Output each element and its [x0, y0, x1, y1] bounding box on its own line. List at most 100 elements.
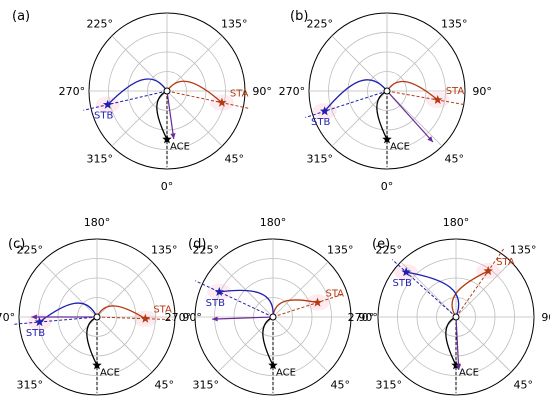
angle-label: 135° [327, 244, 354, 257]
angle-label: 225° [86, 18, 113, 31]
angle-label: 315° [375, 378, 402, 391]
sta-field-line [96, 305, 146, 320]
sta-field-line [451, 270, 489, 318]
stb-label: STB [26, 328, 45, 339]
ace-star-marker [268, 360, 278, 370]
grid-spoke [400, 261, 457, 318]
ace-star-marker [382, 134, 392, 144]
angle-label: 45° [331, 378, 351, 391]
grid-spoke [96, 316, 153, 373]
stb-label: STB [311, 117, 330, 128]
sta-label: STA [230, 89, 249, 100]
angle-label: 315° [192, 378, 219, 391]
angle-label: 135° [151, 244, 178, 257]
ace-star-marker [162, 134, 172, 144]
angle-label: 90° [472, 85, 492, 98]
sta-star-marker [217, 97, 227, 107]
stb-radial-line [12, 316, 98, 325]
direction-arrow-shaft [386, 90, 434, 143]
ace-label: ACE [459, 367, 479, 378]
angle-label: 45° [514, 378, 534, 391]
angle-label: 225° [375, 244, 402, 257]
angle-label: 180° [443, 216, 470, 229]
ace-label: ACE [276, 367, 296, 378]
ace-label: ACE [100, 367, 120, 378]
grid-spoke [166, 90, 223, 147]
angle-label: 315° [86, 152, 113, 165]
direction-arrow-head [170, 133, 176, 139]
sta-field-line [272, 299, 318, 318]
sta-radial-line [272, 293, 344, 318]
stb-field-line [405, 271, 460, 318]
angle-label: 45° [225, 152, 245, 165]
direction-arrow-head [212, 316, 218, 322]
stb-label: STB [392, 278, 411, 289]
grid-spoke [166, 35, 223, 92]
angle-label: 270° [348, 311, 375, 324]
sta-radial-line [455, 248, 505, 318]
stb-field-line [219, 289, 274, 318]
grid-spoke [217, 261, 274, 318]
panel-label: (e) [372, 237, 390, 252]
angle-label: 270° [0, 311, 15, 324]
stb-radial-line [83, 90, 168, 111]
stb-radial-line [305, 90, 388, 118]
direction-arrow-shaft [455, 316, 460, 370]
angle-label: 90° [182, 311, 202, 324]
angle-label: 180° [154, 0, 181, 3]
grid-spoke [386, 90, 443, 147]
angle-label: 45° [445, 152, 465, 165]
sta-radial-line [96, 316, 173, 321]
angle-label: 270° [59, 85, 86, 98]
sta-radial-line [386, 90, 465, 106]
ace-field-line [376, 90, 388, 140]
grid-spoke [386, 35, 443, 92]
angle-label: 135° [510, 244, 537, 257]
polar-panel-1: 180° 135° 90° 45° 0° 315° 270° 225° STA STB ACE (a) [12, 0, 272, 193]
sta-star-marker [432, 94, 443, 104]
stb-label: STB [206, 298, 225, 309]
angle-label: 180° [84, 216, 111, 229]
angle-label: 45° [155, 378, 175, 391]
polar-panel-2: 180° 135° 90° 45° 0° 315° 270° 225° STA STB ACE (b) [279, 0, 492, 193]
grid-spoke [455, 261, 512, 318]
angle-label: 270° [279, 85, 306, 98]
angle-label: 90° [358, 311, 378, 324]
ace-field-line [86, 316, 98, 366]
sta-radial-line [166, 90, 249, 109]
ace-label: ACE [170, 141, 190, 152]
grid-spoke [41, 261, 98, 318]
stb-star-marker [401, 267, 411, 277]
ace-star-marker [92, 360, 102, 370]
angle-label: 225° [16, 244, 43, 257]
grid-spoke [272, 316, 329, 373]
ace-field-line [156, 90, 168, 140]
direction-arrow-head [427, 136, 433, 143]
ace-label: ACE [390, 141, 410, 152]
angle-label: 0° [161, 180, 174, 193]
direction-arrow-head [31, 314, 37, 320]
sta-field-line [166, 80, 223, 104]
sta-star-marker [140, 313, 151, 323]
panel-label: (a) [12, 9, 30, 24]
center-marker [269, 313, 277, 321]
sta-label: STA [326, 289, 345, 300]
direction-arrow-shaft [212, 316, 274, 320]
angle-label: 315° [16, 378, 43, 391]
stb-star-marker [319, 106, 330, 116]
center-marker [383, 87, 391, 95]
angle-label: 315° [306, 152, 333, 165]
direction-arrow-shaft [166, 90, 175, 139]
ace-field-line [445, 316, 457, 366]
sta-label: STA [446, 86, 465, 97]
sta-field-line [386, 80, 439, 101]
stb-star-marker [102, 99, 113, 109]
direction-arrow-head [455, 364, 462, 370]
stb-star-marker [34, 317, 45, 327]
center-marker [163, 87, 171, 95]
sta-label: STA [496, 257, 515, 268]
